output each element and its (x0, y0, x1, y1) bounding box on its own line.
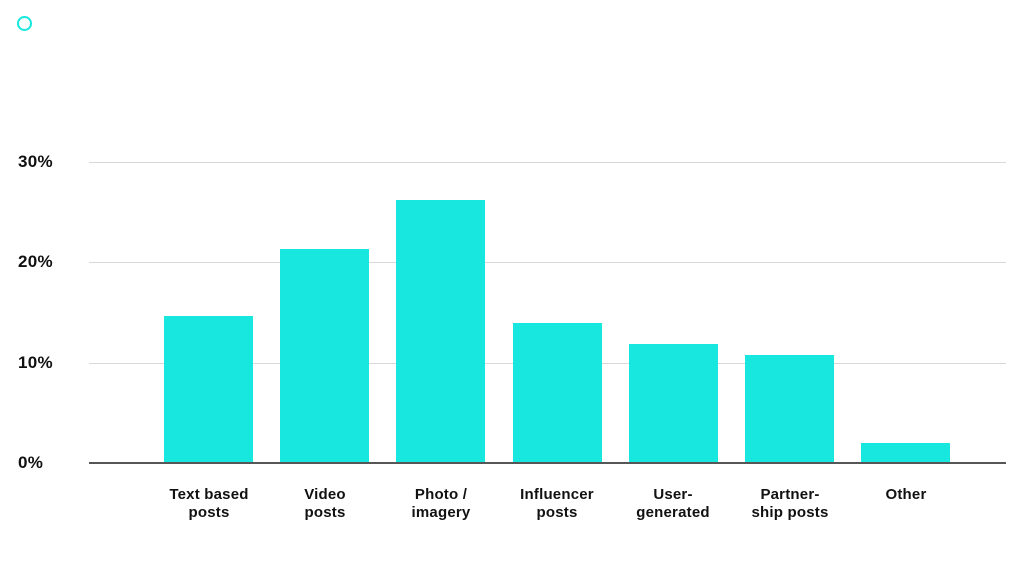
bar-influencer-posts (513, 323, 602, 463)
brand-circle-icon (17, 16, 32, 31)
bar-user-generated (629, 344, 718, 463)
x-axis-baseline (89, 462, 1006, 464)
x-category-label-video-posts: Video posts (304, 486, 346, 521)
y-tick-label-0: 0% (18, 453, 44, 472)
x-category-label-photo-imagery: Photo / imagery (411, 486, 471, 521)
bar-partner-ship-posts (745, 355, 834, 463)
bar-other (861, 443, 950, 463)
bar-text-based-posts (164, 316, 253, 463)
gridline-20 (89, 262, 1006, 263)
x-category-label-partner-ship-posts: Partner- ship posts (751, 486, 829, 521)
y-tick-label-10: 10% (18, 352, 53, 372)
x-category-label-text-based-posts: Text based posts (169, 486, 249, 521)
gridline-30 (89, 161, 1006, 163)
y-tick-label-30: 30% (18, 151, 53, 171)
bar-photo-imagery (396, 200, 485, 463)
x-category-label-user-generated: User- generated (636, 486, 710, 521)
x-category-label-influencer-posts: Influencer posts (520, 486, 594, 521)
x-category-label-other: Other (885, 486, 927, 503)
bar-video-posts (280, 249, 369, 463)
y-tick-label-20: 20% (18, 252, 53, 271)
